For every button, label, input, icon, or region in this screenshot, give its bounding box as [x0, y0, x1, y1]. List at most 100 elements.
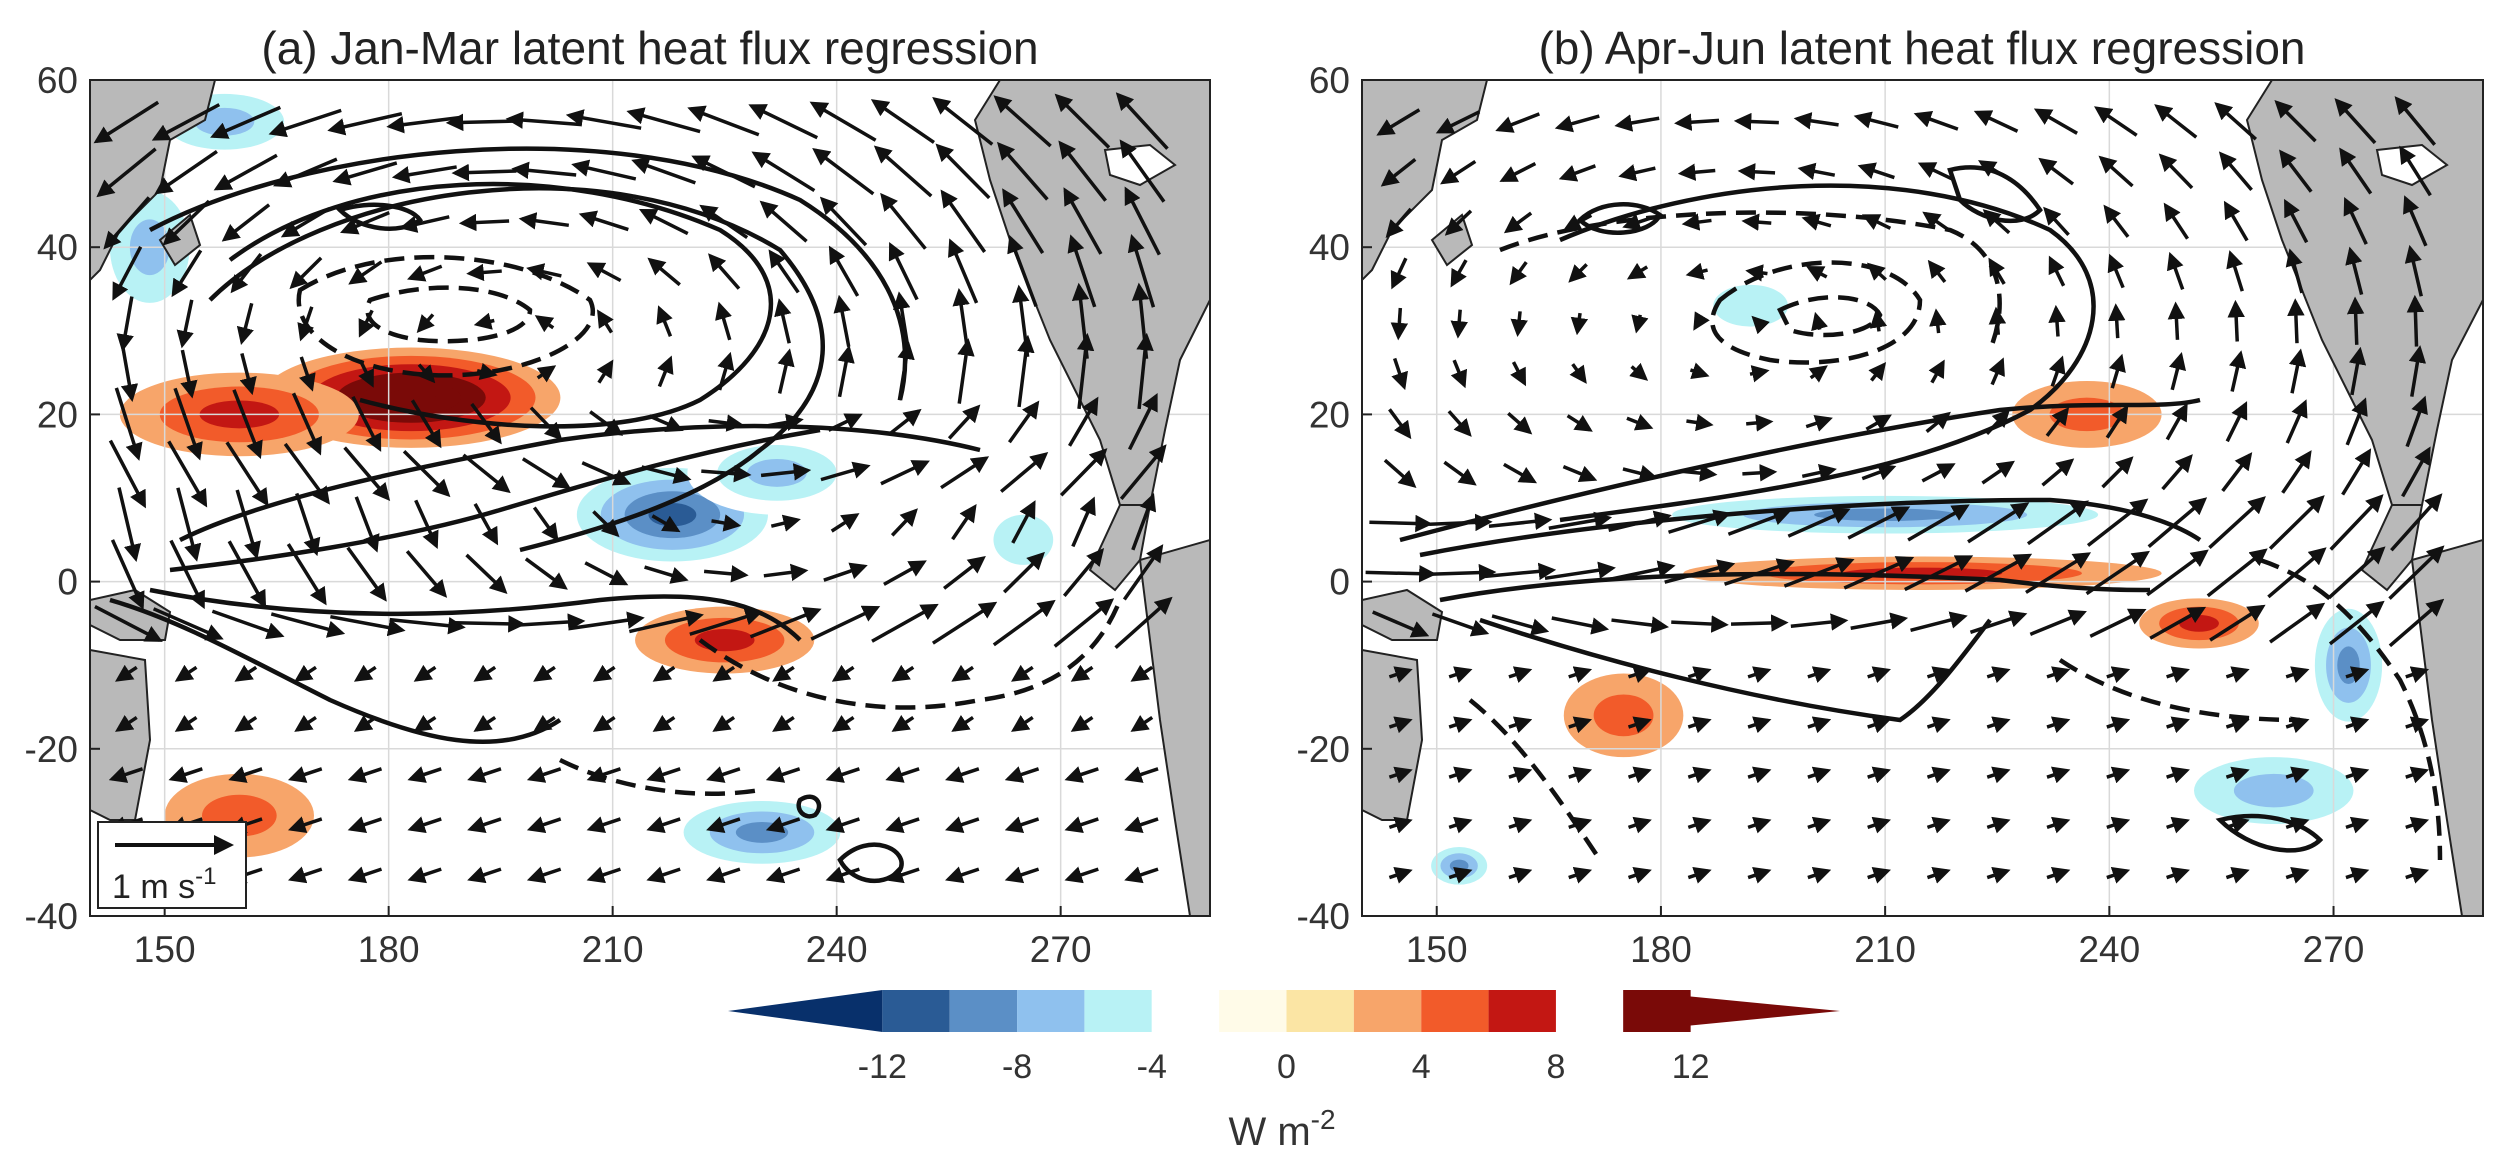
wind-vector	[1689, 362, 1710, 380]
wind-vector	[828, 245, 860, 297]
colorbar-tick-label: -8	[1002, 1048, 1032, 1086]
wind-vector	[2048, 355, 2066, 387]
wind-vector	[2225, 716, 2250, 734]
wind-vector	[888, 241, 919, 301]
wind-vector	[2109, 353, 2126, 389]
wind-vector	[1917, 162, 1955, 182]
wind-vector	[416, 313, 435, 334]
wind-vector	[174, 714, 198, 732]
wind-vector	[466, 263, 502, 282]
wind-vector	[1981, 460, 2015, 485]
wind-vector	[2106, 816, 2131, 834]
wind-vector	[236, 302, 254, 345]
contour-line	[149, 587, 802, 642]
wind-vector	[1435, 110, 1481, 134]
wind-vector	[825, 816, 860, 833]
wind-vector	[2405, 816, 2430, 834]
wind-vector	[646, 866, 681, 884]
wind-vector	[1687, 666, 1712, 683]
wind-vector	[1388, 408, 1412, 440]
wind-vector	[1388, 766, 1413, 784]
wind-vector	[646, 766, 681, 783]
wind-vector	[1626, 262, 1649, 280]
wind-vector	[1807, 766, 1832, 784]
wind-vector	[2285, 716, 2310, 734]
wind-vector	[2105, 404, 2129, 439]
wind-vector	[1062, 547, 1105, 597]
wind-vector	[2214, 102, 2258, 141]
wind-vector	[407, 264, 443, 282]
wind-vector	[1869, 310, 1888, 332]
wind-vector	[1867, 666, 1891, 683]
wind-vector	[1488, 512, 1553, 531]
wind-vector	[353, 714, 377, 732]
wind-vector	[2038, 157, 2075, 186]
contour-line	[1479, 617, 1992, 723]
wind-vector	[2048, 255, 2066, 287]
wind-vector	[168, 766, 203, 783]
wind-vector	[706, 866, 741, 884]
wind-vector	[1450, 309, 1468, 339]
flux-anomaly-patch	[2233, 773, 2314, 808]
y-tick-label: 40	[1309, 227, 1350, 268]
wind-vector	[823, 562, 868, 582]
wind-vector	[812, 147, 875, 196]
wind-vector	[1982, 209, 2011, 235]
wind-vector	[1867, 866, 1891, 884]
wind-vector	[1067, 396, 1099, 447]
wind-vector	[1563, 213, 1593, 231]
wind-vector	[765, 816, 801, 833]
wind-vector	[1805, 266, 1828, 282]
wind-vector	[110, 539, 145, 610]
wind-vector	[2268, 495, 2325, 550]
wind-vector	[174, 664, 198, 682]
wind-vector	[996, 141, 1049, 201]
colorbar-segment	[1219, 990, 1287, 1032]
wind-vector	[833, 294, 851, 347]
wind-vector	[1509, 261, 1528, 286]
wind-vector	[405, 550, 448, 598]
wind-vector	[2048, 304, 2066, 337]
wind-vector	[1811, 311, 1829, 332]
wind-vector	[1910, 611, 1968, 633]
wind-vector	[108, 439, 146, 509]
wind-vector	[462, 453, 511, 494]
y-tick-label: 0	[1329, 562, 1350, 603]
wind-vector	[1687, 716, 1712, 734]
wind-vector	[777, 348, 795, 394]
wind-vector	[272, 157, 338, 188]
wind-vector	[1807, 866, 1832, 884]
wind-vector	[1011, 664, 1034, 682]
colorbar-segment	[949, 990, 1018, 1032]
colorbar-segment	[1623, 990, 1691, 1032]
wind-vector	[533, 714, 556, 732]
wind-vector	[1614, 114, 1660, 132]
wind-vector	[2405, 716, 2430, 734]
wind-vector	[2106, 666, 2131, 683]
wind-vector	[2147, 497, 2208, 548]
wind-vector	[1447, 410, 1472, 437]
wind-vector	[568, 611, 645, 631]
wind-vector	[891, 664, 915, 682]
scale-arrow-exponent: -1	[195, 863, 216, 890]
wind-vector	[993, 95, 1052, 148]
wind-vector	[586, 816, 621, 833]
wind-vector	[2154, 104, 2198, 139]
wind-vector	[1807, 666, 1832, 683]
colorbar-segment	[1353, 990, 1422, 1032]
wind-vector	[330, 614, 406, 637]
wind-vector	[295, 492, 321, 557]
wind-vector	[2046, 816, 2071, 834]
x-tick-label: 150	[134, 929, 196, 970]
colorbar-segment	[1017, 990, 1085, 1032]
wind-vector	[1004, 866, 1040, 884]
wind-vector	[2345, 866, 2370, 884]
wind-vector	[473, 714, 497, 732]
wind-vector	[348, 260, 383, 285]
wind-vector	[1448, 666, 1473, 683]
wind-vector	[1927, 259, 1947, 283]
colorbar-tick-label: 0	[1277, 1048, 1296, 1086]
wind-vector	[1544, 561, 1616, 581]
wind-vector	[171, 249, 203, 298]
wind-vector	[885, 866, 920, 884]
